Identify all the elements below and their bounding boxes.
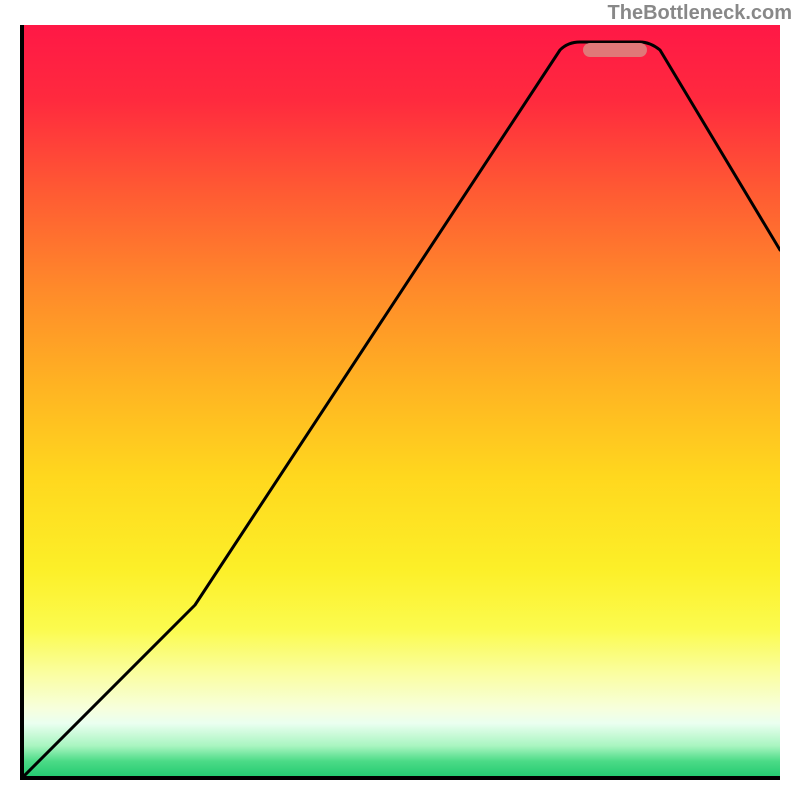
chart-svg — [20, 25, 780, 780]
optimal-marker — [583, 43, 647, 57]
watermark-text: TheBottleneck.com — [608, 2, 792, 25]
chart-container: TheBottleneck.com — [0, 0, 800, 800]
plot-area — [20, 25, 780, 780]
